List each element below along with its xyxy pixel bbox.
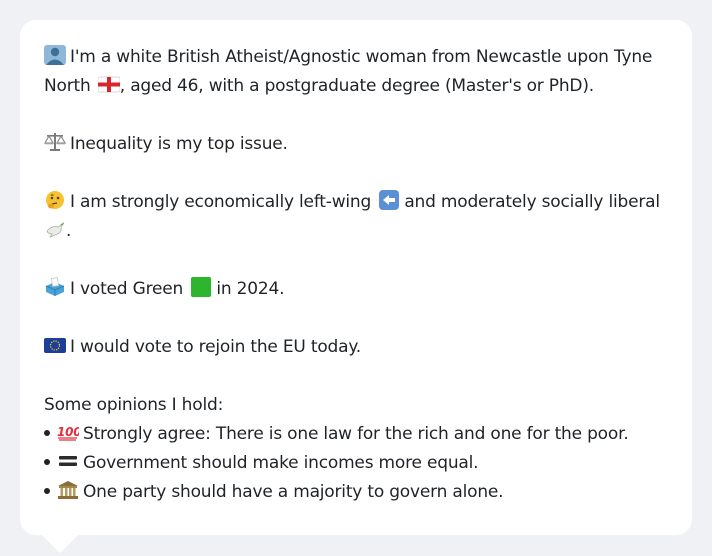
opinion-text: One party should have a majority to gove… (83, 482, 504, 502)
top-issue-paragraph: Inequality is my top issue. (44, 130, 668, 159)
classical-building-icon (57, 480, 79, 500)
opinions-heading: Some opinions I hold: (44, 395, 224, 415)
opinion-text: Government should make incomes more equa… (83, 453, 479, 473)
message-bubble: I'm a white British Atheist/Agnostic wom… (20, 20, 692, 535)
political-line-1-end: and moderately socially liberal (404, 192, 660, 212)
eu-flag-icon (44, 335, 66, 355)
hundred-points-icon: 100 (57, 422, 79, 442)
equals-sign-icon (57, 451, 79, 471)
vote-paragraph: I voted Green in 2024. (44, 275, 668, 304)
left-arrow-icon (378, 190, 400, 210)
bubble-tail (41, 534, 79, 553)
political-line-1-start: I am strongly economically left-wing (70, 192, 372, 212)
list-item: One party should have a majority to gove… (44, 478, 668, 507)
svg-text:100: 100 (57, 425, 79, 439)
eu-paragraph: I would vote to rejoin the EU today. (44, 333, 668, 362)
bullet-dot (44, 430, 50, 436)
green-square-icon (190, 277, 212, 297)
ballot-box-icon (44, 277, 66, 297)
identity-line-2-start: North (44, 76, 91, 96)
eu-text: I would vote to rejoin the EU today. (70, 337, 361, 357)
list-item: 100 Strongly agree: There is one law for… (44, 420, 668, 449)
opinion-text: Strongly agree: There is one law for the… (83, 424, 629, 444)
thinking-face-icon (44, 190, 66, 210)
dove-icon (44, 219, 66, 239)
vote-text-end: in 2024. (216, 279, 285, 299)
list-item: Government should make incomes more equa… (44, 449, 668, 478)
person-silhouette-icon (44, 45, 66, 65)
identity-line-2-end: , aged 46, with a postgraduate degree (M… (119, 76, 594, 96)
balance-scale-icon (44, 132, 66, 152)
bullet-dot (44, 488, 50, 494)
opinions-section: Some opinions I hold: 100 Strongly agree… (44, 391, 668, 507)
top-issue-text: Inequality is my top issue. (70, 134, 288, 154)
identity-paragraph: I'm a white British Atheist/Agnostic wom… (44, 43, 668, 101)
political-leaning-paragraph: I am strongly economically left-wing and… (44, 188, 668, 246)
identity-line-1: I'm a white British Atheist/Agnostic wom… (70, 47, 653, 67)
bullet-dot (44, 459, 50, 465)
political-line-2: . (66, 221, 72, 241)
vote-text-start: I voted Green (70, 279, 184, 299)
england-flag-icon (97, 74, 120, 94)
